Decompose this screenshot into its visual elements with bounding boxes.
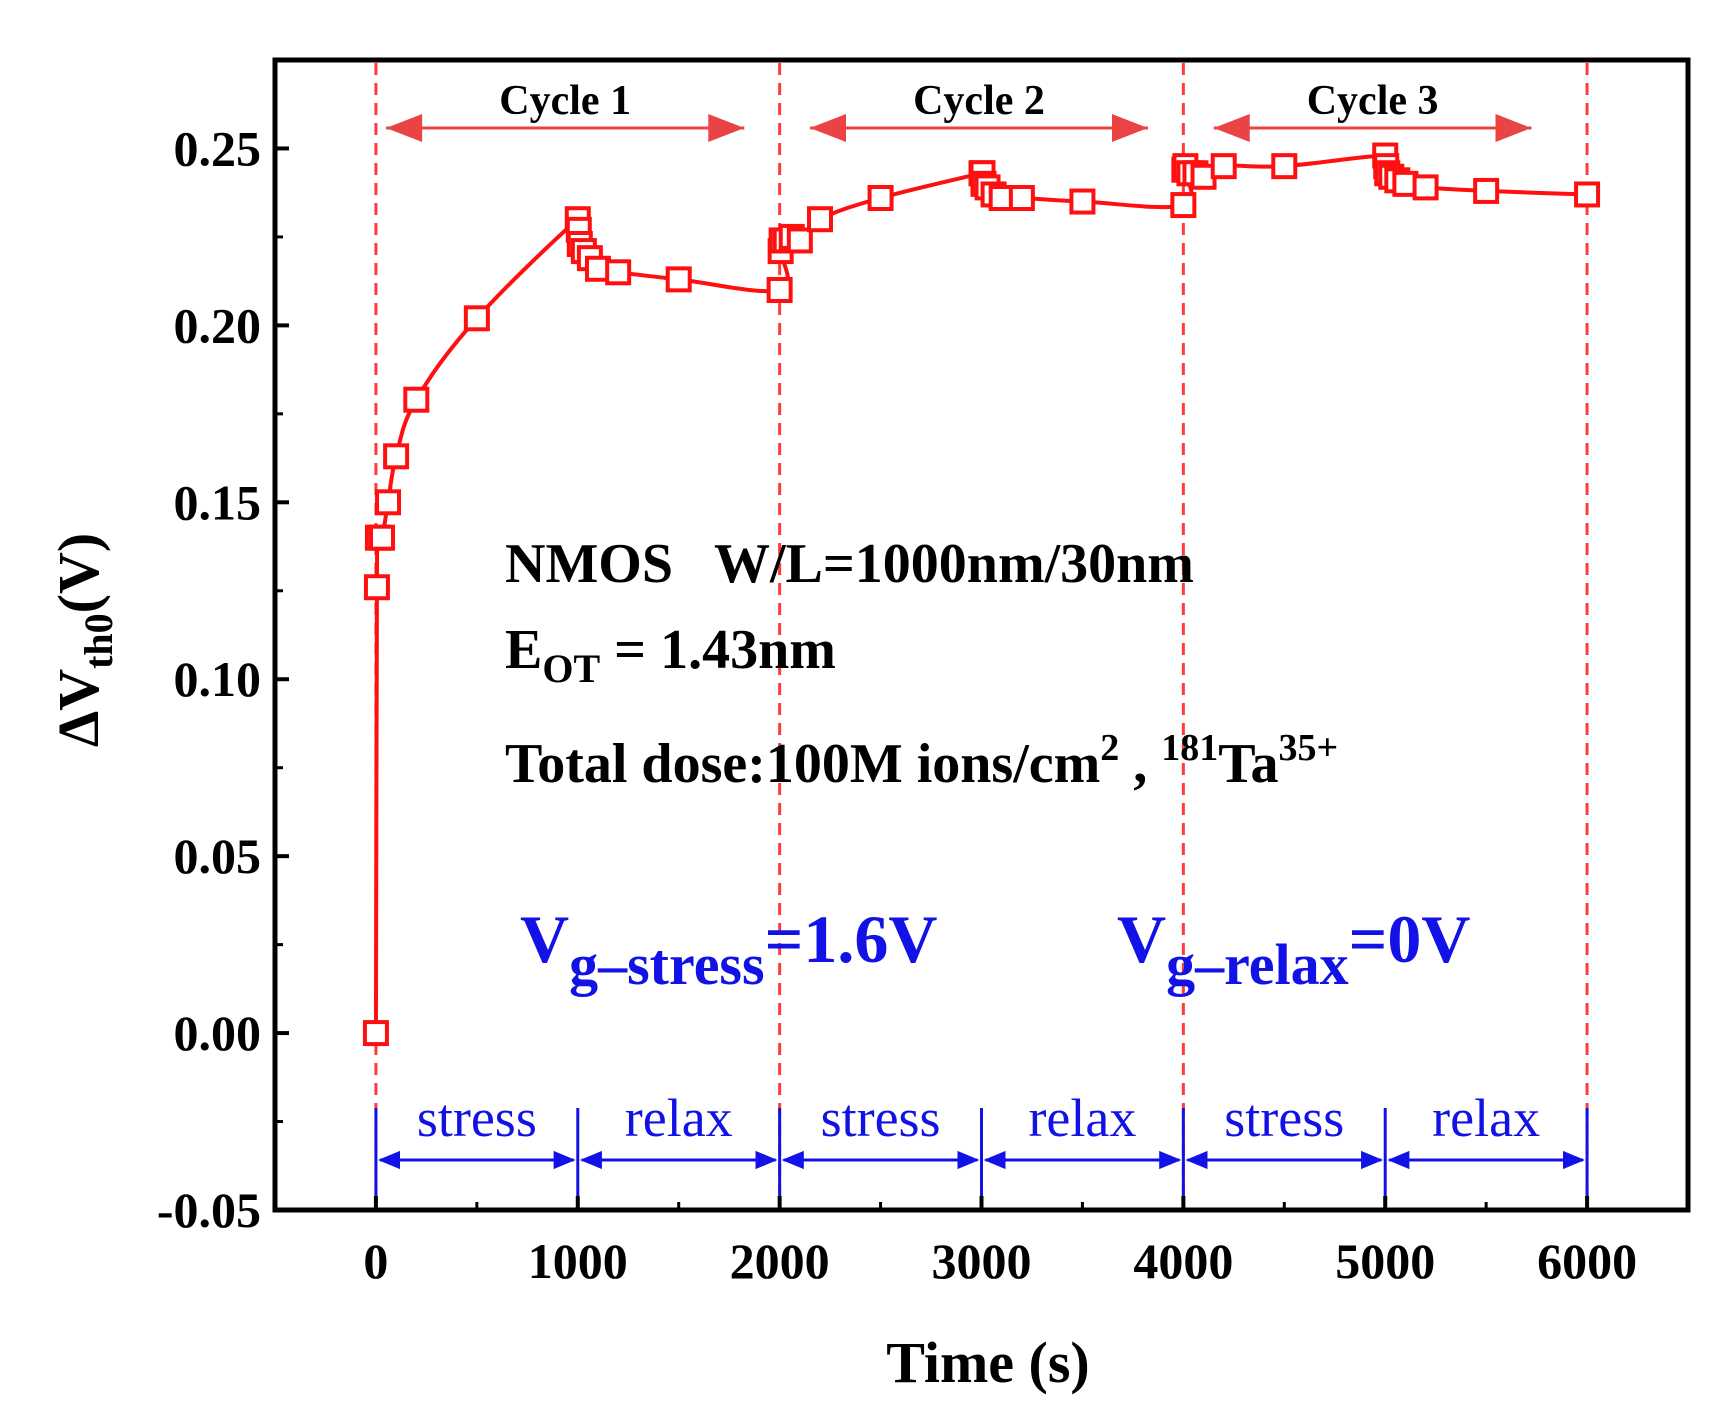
annotation-device: NMOS W/L=1000nm/30nm	[505, 533, 1194, 595]
x-tick-label: 4000	[1133, 1233, 1233, 1289]
phase-label: relax	[625, 1088, 733, 1148]
cycle-arrow-head-right	[1111, 114, 1148, 142]
data-point	[605, 259, 632, 286]
y-axis-title-sub: th0	[76, 613, 121, 669]
data-point	[1069, 188, 1096, 215]
y-axis-title: ΔVth0(V)	[46, 533, 121, 747]
data-point	[362, 1020, 389, 1047]
data-point	[807, 206, 834, 233]
cycle-label: Cycle 3	[1307, 78, 1439, 124]
data-point	[786, 227, 813, 254]
data-point	[363, 574, 390, 601]
y-tick-label: 0.20	[174, 297, 262, 353]
data-point	[1008, 185, 1035, 211]
data-point	[375, 489, 402, 516]
data-point	[1574, 181, 1601, 208]
vg-relax-label: Vg–relax=0V	[1117, 901, 1471, 997]
data-point	[383, 443, 410, 470]
data-point	[1271, 153, 1298, 180]
cycle-arrow-head-left	[810, 114, 847, 142]
x-tick-label: 5000	[1335, 1233, 1435, 1289]
data-point	[665, 266, 692, 293]
cycle-arrow-head-right	[1495, 114, 1532, 142]
phase-label: stress	[1224, 1088, 1344, 1148]
data-point	[463, 305, 490, 332]
x-axis-title: Time (s)	[886, 1330, 1090, 1395]
phase-label: relax	[1432, 1088, 1540, 1148]
y-tick-label: 0.15	[174, 474, 262, 530]
cycle-arrows: Cycle 1 Cycle 2 Cycle 3	[386, 78, 1532, 142]
annotation-dose: Total dose:100M ions/cm2 , 181Ta35+	[505, 727, 1338, 795]
data-point	[1210, 153, 1237, 180]
y-axis-title-unit: (V)	[46, 533, 111, 614]
series-group	[362, 142, 1601, 1047]
x-tick-label: 0	[363, 1233, 388, 1289]
y-tick-label: 0.00	[174, 1005, 262, 1061]
x-tick-label: 1000	[528, 1233, 628, 1289]
x-tick-label: 6000	[1537, 1233, 1637, 1289]
data-point	[368, 524, 395, 551]
data-point	[867, 185, 894, 211]
data-point	[403, 386, 430, 413]
cycle-label: Cycle 1	[499, 78, 631, 124]
y-tick-label: -0.05	[157, 1182, 261, 1238]
y-axis-title-main: ΔV	[46, 669, 111, 747]
data-point	[1412, 174, 1439, 201]
y-tick-label: 0.25	[174, 120, 262, 176]
data-point	[1170, 192, 1197, 219]
data-point	[1473, 177, 1500, 204]
phase-label: stress	[821, 1088, 941, 1148]
data-point	[766, 277, 793, 303]
cycle-arrow-head-right	[708, 114, 745, 142]
cycle-arrow-head-left	[1213, 114, 1250, 142]
vg-stress-label: Vg–stress=1.6V	[520, 901, 937, 997]
y-tick-label: 0.10	[174, 651, 262, 707]
cycle-label: Cycle 2	[913, 78, 1045, 124]
x-tick-label: 2000	[730, 1233, 830, 1289]
plot-frame	[272, 57, 1691, 1213]
y-tick-label: 0.05	[174, 828, 262, 884]
cycle-boundary-lines	[374, 63, 1589, 1207]
phase-label: relax	[1028, 1088, 1136, 1148]
annotation-eot: EOT = 1.43nm	[505, 619, 836, 691]
phase-arrows: stress relax stress relax stress relax	[374, 1088, 1589, 1208]
cycle-arrow-head-left	[386, 114, 423, 142]
phase-label: stress	[417, 1088, 537, 1148]
axis-ticks: 0 1000 2000 3000 4000 5000 6000 -0.05 0.00 0.05 0.…	[157, 120, 1637, 1289]
x-tick-label: 3000	[932, 1233, 1032, 1289]
